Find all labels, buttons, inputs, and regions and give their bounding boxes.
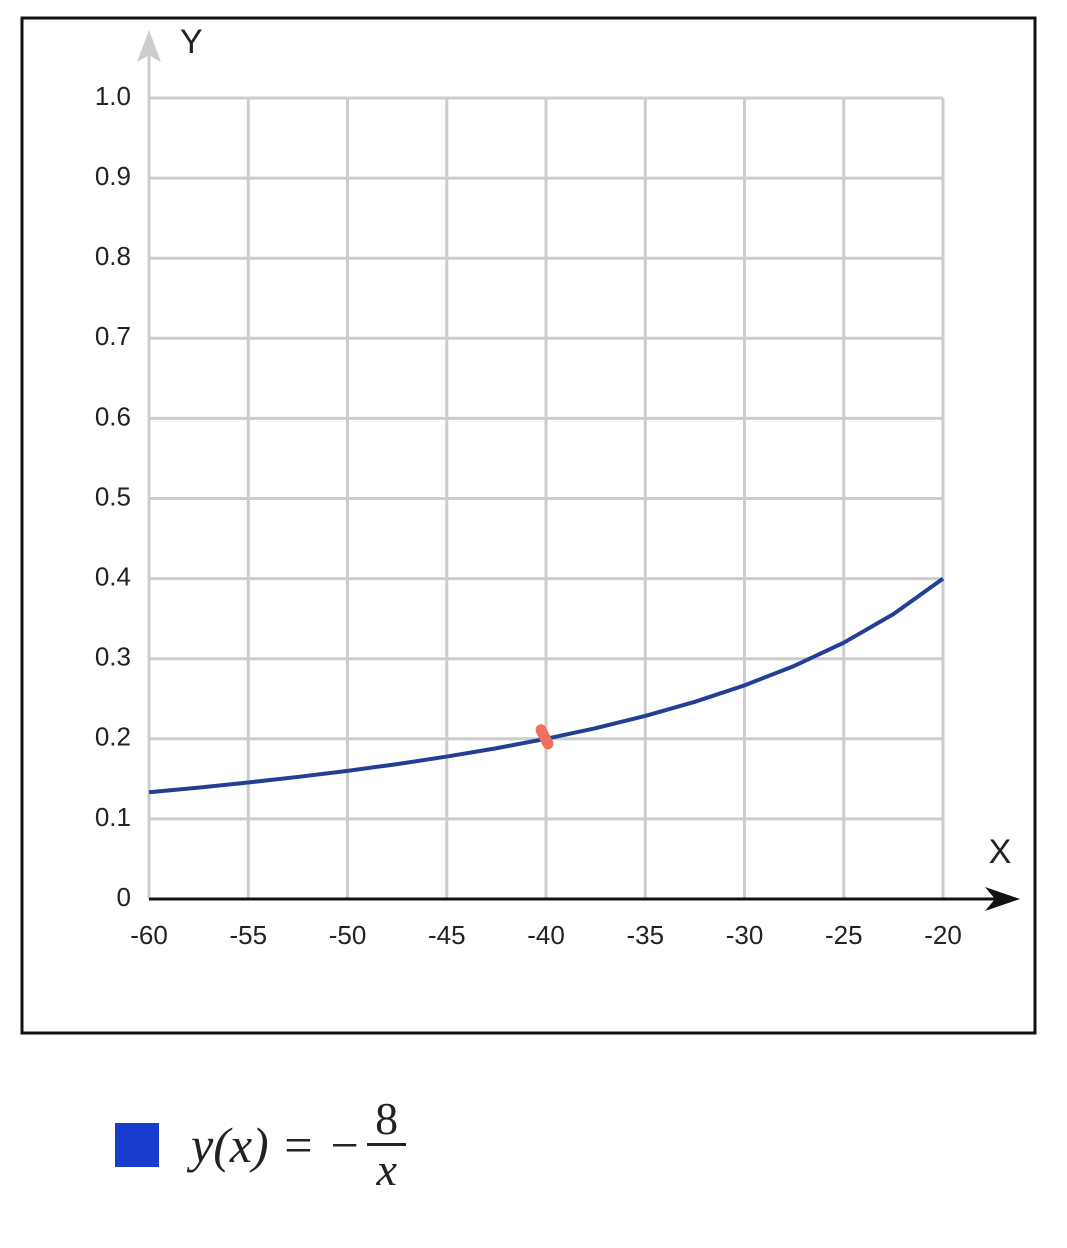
legend: y(x) = −8 x	[115, 1094, 407, 1196]
legend-swatch	[115, 1122, 159, 1167]
y-axis-label: Y	[180, 23, 203, 61]
x-tick-label: -35	[626, 920, 664, 950]
x-tick-label: -45	[428, 920, 466, 950]
y-tick-label: 0.5	[95, 481, 131, 511]
y-tick-label: 1.0	[95, 81, 131, 111]
y-tick-label: 0.6	[95, 401, 131, 431]
x-tick-label: -25	[825, 920, 863, 950]
legend-formula: y(x) = −	[191, 1116, 362, 1173]
x-tick-label: -55	[229, 920, 267, 950]
y-tick-label: 0.8	[95, 241, 131, 271]
x-arrow	[985, 887, 1020, 911]
y-tick-label: 0.7	[95, 321, 131, 351]
y-tick-label: 0.4	[95, 561, 131, 591]
frame	[20, 16, 1037, 1035]
y-tick-label: 0.1	[95, 802, 131, 832]
x-axis-label: X	[989, 833, 1012, 871]
y-tick-label: 0.9	[95, 161, 131, 191]
y-arrow	[137, 30, 161, 62]
fraction-numerator: 8	[367, 1094, 407, 1147]
highlight-point	[535, 724, 554, 750]
x-tick-label: -20	[924, 920, 962, 950]
y-tick-label: 0	[117, 882, 131, 912]
x-tick-label: -30	[726, 920, 764, 950]
chart: 0 0.1 0.2 0.3 0.4 0.5 0.6 0.7 0.8 0.9 1.0 -60 -55 -50…	[20, 16, 1037, 1035]
fraction-denominator: x	[376, 1144, 397, 1196]
x-tick-label: -50	[329, 920, 367, 950]
x-tick-label: -60	[130, 920, 168, 950]
x-tick-label: -40	[527, 920, 565, 950]
y-tick-label: 0.3	[95, 642, 131, 672]
y-tick-label: 0.2	[95, 722, 131, 752]
